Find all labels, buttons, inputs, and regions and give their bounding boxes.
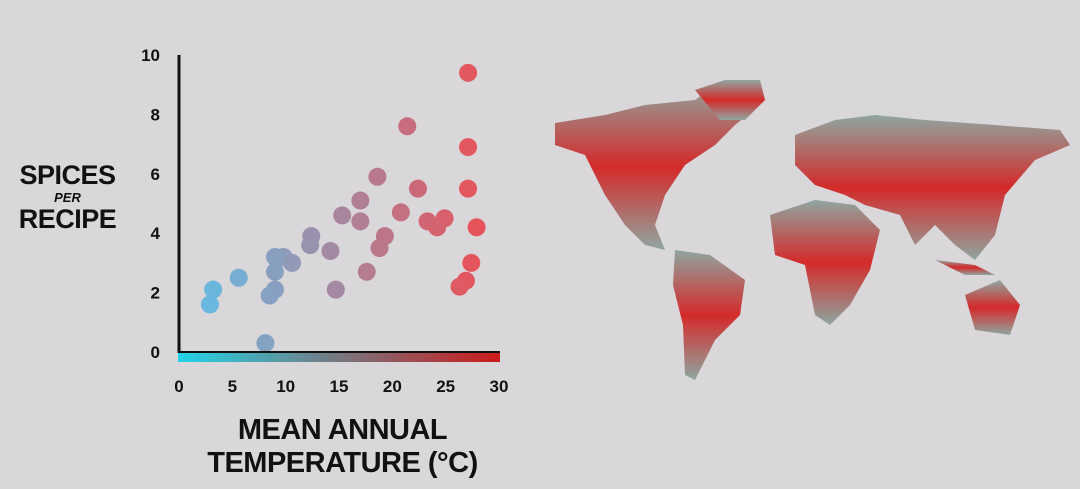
data-point xyxy=(283,253,302,272)
data-point xyxy=(459,63,478,82)
data-point xyxy=(333,206,352,225)
y-tick-label: 0 xyxy=(151,343,160,362)
y-tick-label: 10 xyxy=(141,46,160,65)
data-point xyxy=(260,286,279,305)
x-tick-label: 30 xyxy=(490,377,509,396)
x-tick-label: 15 xyxy=(330,377,349,396)
north-america xyxy=(555,83,760,250)
data-point xyxy=(370,239,389,258)
x-label-line1: MEAN ANNUAL xyxy=(237,414,448,446)
data-point xyxy=(256,334,275,353)
world-map xyxy=(555,80,1070,380)
south-america xyxy=(673,250,745,380)
data-point xyxy=(428,218,447,237)
x-axis-label: MEAN ANNUAL TEMPERATURE (°C) xyxy=(170,414,515,481)
y-label-middle: PER xyxy=(54,190,81,205)
data-point xyxy=(391,203,410,222)
europe-asia xyxy=(795,115,1070,260)
y-label-bottom: RECIPE xyxy=(18,204,117,234)
x-tick-label: 0 xyxy=(174,377,183,396)
data-point xyxy=(462,253,481,272)
africa xyxy=(770,200,880,325)
data-point xyxy=(357,262,376,281)
data-points xyxy=(200,63,486,353)
y-tick-label: 6 xyxy=(151,165,160,184)
y-tick-label: 8 xyxy=(151,105,160,124)
data-point xyxy=(368,167,387,186)
x-label-line2: TEMPERATURE (°C) xyxy=(207,447,478,480)
x-tick-label: 5 xyxy=(228,377,237,396)
x-axis-gradient-bar xyxy=(178,352,500,362)
indonesia xyxy=(935,260,995,275)
data-point xyxy=(229,268,248,287)
y-tick-label: 4 xyxy=(151,224,161,243)
data-point xyxy=(321,242,340,261)
data-point xyxy=(266,247,284,266)
x-tick-label: 10 xyxy=(276,377,295,396)
data-point xyxy=(408,179,427,198)
data-point xyxy=(459,138,478,157)
data-point xyxy=(200,295,219,314)
x-tick-label: 25 xyxy=(436,377,455,396)
data-point xyxy=(450,277,469,296)
australia xyxy=(965,280,1020,335)
data-point xyxy=(301,236,320,255)
data-point xyxy=(266,262,284,281)
data-point xyxy=(398,117,417,136)
data-point xyxy=(459,179,478,198)
scatter-chart: 0 5 10 15 20 25 30 0 2 4 6 8 10 xyxy=(141,46,509,396)
data-point xyxy=(351,191,370,210)
y-tick-label: 2 xyxy=(151,284,160,303)
data-point xyxy=(467,218,486,237)
y-axis-label: SPICES PER RECIPE xyxy=(10,162,125,233)
y-label-top: SPICES xyxy=(19,160,116,190)
greenland xyxy=(695,80,765,120)
data-point xyxy=(326,280,345,299)
x-tick-label: 20 xyxy=(383,377,402,396)
data-point xyxy=(204,280,223,299)
data-point xyxy=(351,212,370,231)
